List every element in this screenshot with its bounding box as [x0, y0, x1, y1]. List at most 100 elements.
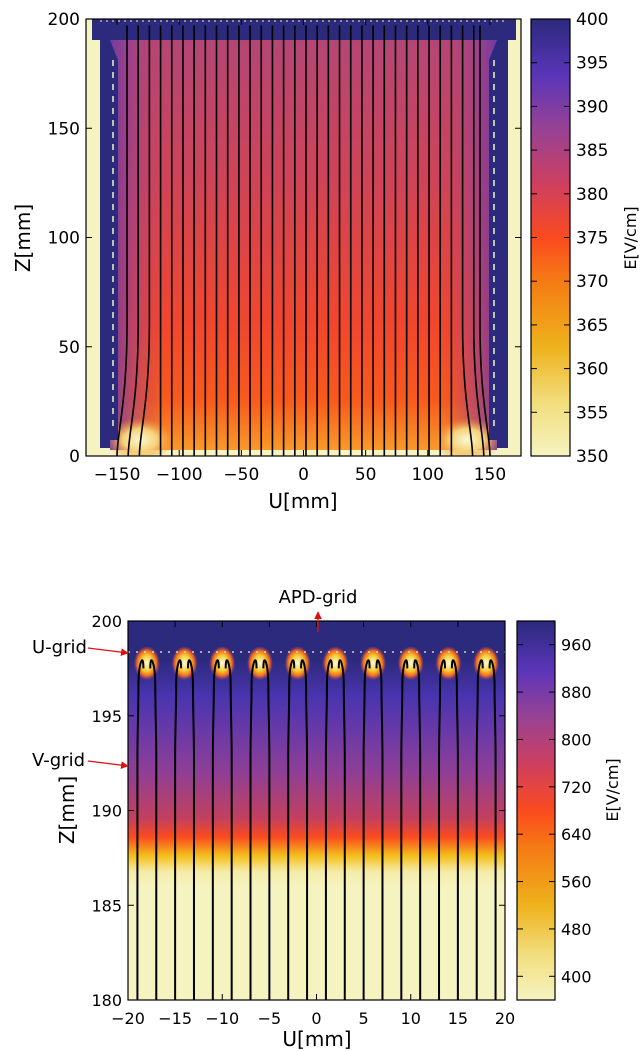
- bottom-colorbar-tick-label: 960: [561, 636, 592, 655]
- top-y-tick-label: 200: [48, 10, 80, 30]
- top-x-axis-label: U[mm]: [268, 489, 337, 513]
- bottom-field-line: [300, 659, 309, 1000]
- top-x-ticks: −150 −100 −50 0 50 100 150: [94, 19, 506, 485]
- bottom-field-line: [450, 659, 459, 1000]
- bottom-field-line: [413, 659, 422, 1000]
- bottom-x-tick-label: −20: [111, 1009, 145, 1028]
- bottom-colorbar-ticks: 400 480 560 640 720 800 880 960: [517, 636, 592, 986]
- top-field-line: [479, 25, 491, 456]
- top-field-line: [116, 25, 128, 456]
- top-colorbar-tick-label: 360: [576, 360, 608, 380]
- u-grid-hotspots: [133, 646, 500, 681]
- top-colorbar-tick-label: 395: [576, 54, 608, 74]
- u-grid-hotspot: [133, 646, 160, 681]
- bottom-field-line: [249, 659, 258, 1000]
- bottom-field-line: [438, 659, 447, 1000]
- u-grid-hotspot: [435, 646, 462, 681]
- bottom-colorbar-tick-label: 720: [561, 778, 592, 797]
- bottom-field-line: [136, 659, 145, 1000]
- v-grid-label: V-grid: [32, 750, 85, 771]
- bottom-field-line: [149, 659, 158, 1000]
- top-x-tick-label: 150: [474, 465, 506, 485]
- top-colorbar-tick-label: 350: [576, 447, 608, 467]
- top-colorbar-tick-label: 370: [576, 272, 608, 292]
- bottom-x-axis-label: U[mm]: [282, 1027, 351, 1051]
- bottom-y-tick-label: 180: [91, 991, 122, 1010]
- top-y-tick-label: 150: [48, 119, 80, 139]
- top-colorbar: 350 355 360 365 370 375 380 385 390 395 400 E[V/cm…: [530, 10, 640, 467]
- bottom-field-line: [362, 659, 371, 1000]
- u-grid-hotspot: [473, 646, 500, 681]
- top-colorbar-tick-label: 390: [576, 97, 608, 117]
- bottom-field-line: [262, 659, 271, 1000]
- bottom-colorbar-tick-label: 640: [561, 825, 592, 844]
- bottom-x-tick-label: 5: [359, 1009, 369, 1028]
- top-field-line: [138, 25, 151, 456]
- top-field-line: [127, 25, 139, 456]
- top-colorbar-tick-label: 355: [576, 403, 608, 423]
- bottom-y-axis-label: Z[mm]: [55, 776, 79, 844]
- top-colorbar-ticks: 350 355 360 365 370 375 380 385 390 395 400: [531, 10, 608, 467]
- bottom-x-tick-label: −15: [158, 1009, 192, 1028]
- bottom-y-tick-label: 185: [91, 896, 122, 915]
- bottom-colorbar-tick-label: 800: [561, 730, 592, 749]
- top-x-tick-label: 50: [355, 465, 377, 485]
- top-y-tick-label: 0: [69, 447, 80, 467]
- bottom-colorbar-label: E[V/cm]: [603, 758, 622, 821]
- bottom-field-line: [174, 659, 183, 1000]
- bottom-colorbar: 400 480 560 640 720 800 880 960 E[V/cm]: [516, 620, 622, 1001]
- bottom-field-line: [287, 659, 296, 1000]
- u-grid-hotspot: [397, 646, 424, 681]
- v-grid-arrow: [87, 760, 129, 769]
- top-colorbar-tick-label: 380: [576, 185, 608, 205]
- top-x-tick-label: −150: [94, 465, 141, 485]
- top-field-lines: [116, 25, 491, 456]
- bottom-x-tick-label: 10: [401, 1009, 421, 1028]
- top-field-line: [472, 25, 485, 456]
- bottom-y-tick-label: 200: [91, 612, 122, 631]
- top-y-ticks: 0 50 100 150 200: [48, 10, 521, 467]
- top-y-tick-label: 100: [48, 229, 80, 249]
- bottom-colorbar-tick-label: 560: [561, 873, 592, 892]
- bottom-field-line: [186, 659, 195, 1000]
- top-colorbar-tick-label: 400: [576, 10, 608, 30]
- bottom-field-line: [375, 659, 384, 1000]
- u-grid-hotspot: [171, 646, 198, 681]
- bottom-colorbar-tick-label: 480: [561, 920, 592, 939]
- top-y-tick-label: 50: [58, 338, 80, 358]
- u-grid-arrow: [87, 647, 129, 656]
- bottom-field-line: [488, 659, 497, 1000]
- top-x-tick-label: 0: [298, 465, 309, 485]
- u-grid-hotspot: [360, 646, 387, 681]
- bottom-x-tick-label: 15: [448, 1009, 468, 1028]
- bottom-y-tick-label: 190: [91, 802, 122, 821]
- bottom-field-line: [324, 659, 333, 1000]
- top-colorbar-label: E[V/cm]: [621, 206, 640, 269]
- top-colorbar-tick-label: 365: [576, 316, 608, 336]
- bottom-x-tick-label: −5: [258, 1009, 282, 1028]
- bottom-field-line: [224, 659, 233, 1000]
- u-grid-label: U-grid: [32, 637, 87, 658]
- bottom-field-line: [337, 659, 346, 1000]
- bottom-x-tick-label: −10: [205, 1009, 239, 1028]
- bottom-x-tick-label: 0: [311, 1009, 321, 1028]
- top-colorbar-tick-label: 375: [576, 229, 608, 249]
- bottom-field-line: [400, 659, 409, 1000]
- top-x-tick-label: 100: [412, 465, 444, 485]
- apd-grid-label: APD-grid: [279, 587, 358, 608]
- top-x-tick-label: −50: [223, 465, 259, 485]
- u-grid-hotspot: [322, 646, 349, 681]
- bottom-y-tick-label: 195: [91, 707, 122, 726]
- bottom-field-lines: [136, 659, 497, 1000]
- bottom-x-ticks: −20 −15 −10 −5 0 5 10 15 20: [111, 621, 515, 1028]
- u-grid-hotspot: [284, 646, 311, 681]
- top-colorbar-tick-label: 385: [576, 141, 608, 161]
- bottom-colorbar-tick-label: 880: [561, 683, 592, 702]
- u-grid-hotspot: [209, 646, 236, 681]
- bottom-field-line: [475, 659, 484, 1000]
- bottom-heatmap-panel: −20 −15 −10 −5 0 5 10 15 20 180 185 190 195 200 U[mm…: [32, 587, 622, 1051]
- bottom-y-ticks: 180 185 190 195 200: [91, 612, 505, 1010]
- top-x-tick-label: −100: [156, 465, 203, 485]
